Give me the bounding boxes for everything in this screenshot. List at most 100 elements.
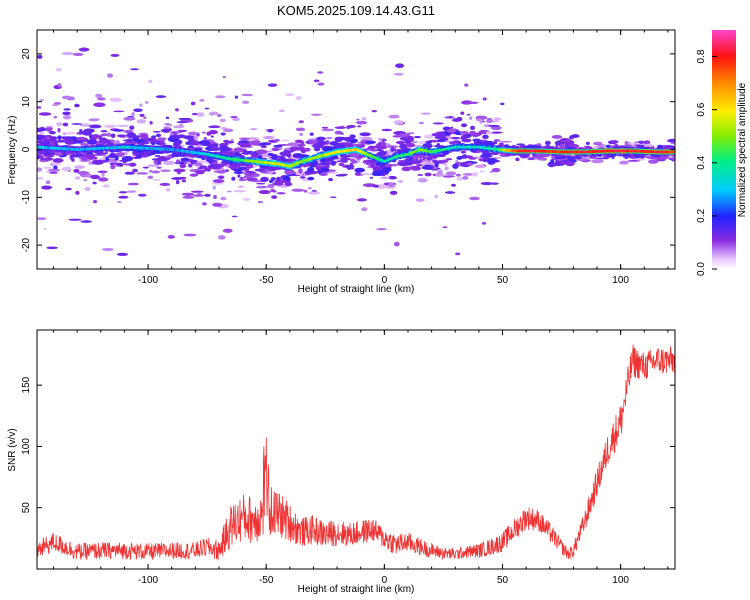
spectrogram-cell	[237, 174, 241, 178]
spectrogram-cell	[315, 164, 327, 167]
spectrogram-cell	[485, 119, 494, 123]
spectrogram-cell	[376, 228, 387, 231]
spectrogram-cell	[65, 187, 72, 191]
spectrogram-cell	[213, 170, 226, 173]
snr-y-label: SNR (v/v)	[7, 428, 18, 471]
spectrogram-y-tick-label: 20	[21, 48, 32, 60]
spectrogram-cell	[144, 101, 149, 104]
spectrogram-cell	[101, 172, 105, 177]
spectrogram-cell	[351, 160, 358, 164]
spectrogram-cell	[53, 101, 62, 105]
spectrogram-cell	[156, 142, 161, 145]
spectrogram-cell	[109, 152, 116, 157]
spectrogram-cell	[346, 124, 356, 128]
spectrogram-cell	[210, 164, 215, 168]
spectrogram-cell	[148, 79, 153, 84]
spectrogram-cell	[534, 153, 545, 159]
spectrogram-cell	[607, 140, 618, 145]
spectrogram-cell	[38, 112, 52, 116]
spectrogram-cell	[97, 97, 106, 101]
spectrogram-cell	[338, 162, 345, 166]
spectrogram-cell	[422, 143, 433, 149]
spectrogram-cell	[116, 134, 127, 138]
spectrogram-cell	[372, 184, 380, 188]
spectrogram-cell	[112, 129, 125, 132]
spectrogram-cell	[74, 103, 80, 108]
spectrogram-cell	[267, 152, 274, 156]
spectrogram-cell	[307, 176, 315, 181]
spectrogram-cell	[77, 170, 90, 176]
spectrogram-cell	[256, 182, 266, 185]
spectrogram-cell	[480, 154, 492, 159]
snr-x-tick-label: -50	[259, 575, 274, 586]
spectrogram-cell	[593, 141, 602, 144]
spectrogram-cell	[431, 159, 438, 163]
spectrogram-cell	[37, 150, 47, 155]
spectrogram-cell	[91, 159, 104, 165]
spectrogram-cell	[249, 128, 258, 130]
spectrogram-cell	[437, 138, 446, 143]
spectrogram-cell	[211, 182, 224, 185]
spectrogram-cell	[349, 134, 356, 139]
spectrogram-cell	[204, 107, 210, 110]
spectrogram-cell	[493, 117, 502, 121]
colorbar-tick-label: 0.6	[696, 102, 707, 116]
spectrogram-cell	[387, 175, 397, 180]
spectrogram-cell	[175, 108, 179, 112]
spectrogram-cell	[222, 75, 226, 79]
spectrogram-y-tick-label: 0	[21, 146, 32, 152]
spectrogram-cell	[274, 138, 280, 142]
spectrogram-cell	[639, 153, 645, 159]
spectrogram-cell	[334, 126, 346, 129]
spectrogram-cell	[118, 162, 124, 167]
spectrogram-cell	[95, 93, 103, 98]
spectrogram-cell	[72, 52, 84, 57]
spectrogram-cell	[123, 116, 136, 121]
spectrogram-cell	[440, 159, 449, 163]
spectrogram-cell	[76, 136, 86, 141]
spectrogram-cell	[116, 201, 122, 203]
spectrogram-cell	[199, 99, 205, 102]
spectrogram-cell	[397, 159, 407, 162]
spectrogram-cell	[250, 153, 256, 156]
spectrogram-cell	[569, 135, 575, 140]
spectrogram-cell	[307, 166, 315, 173]
spectrogram-cell	[450, 183, 457, 187]
spectrogram-cell	[486, 158, 498, 164]
spectrogram-cell	[213, 194, 217, 200]
spectrogram-cell	[456, 156, 463, 160]
spectrogram-cell	[212, 179, 225, 183]
spectrogram-cell	[151, 135, 157, 139]
spectrogram-cell	[116, 252, 129, 256]
spectrogram-cell	[328, 177, 334, 182]
spectrogram-cell	[195, 170, 205, 175]
spectrogram-cell	[515, 157, 520, 162]
spectrogram-cell	[97, 170, 108, 174]
spectrogram-cell	[208, 129, 218, 135]
spectrogram-cell	[155, 95, 167, 99]
spectrogram-cell	[340, 159, 348, 163]
spectrogram-cell	[51, 136, 56, 141]
spectrogram-cell	[372, 170, 382, 173]
spectrogram-cell	[267, 183, 275, 189]
spectrogram-cell	[381, 128, 393, 132]
spectrogram-cell	[466, 113, 471, 116]
spectrogram-cell	[80, 142, 89, 146]
spectrogram-cell	[133, 108, 143, 113]
spectrogram-cell	[52, 158, 64, 163]
spectrogram-cell	[489, 170, 494, 173]
spectrogram-cell	[278, 109, 285, 113]
spectrogram-cell	[196, 112, 205, 117]
spectrogram-cell	[231, 215, 238, 218]
spectrogram-cell	[456, 177, 464, 181]
spectrogram-cell	[180, 157, 190, 162]
spectrogram-cell	[114, 156, 119, 161]
spectrogram-cell	[175, 180, 180, 185]
snr-frame	[36, 329, 676, 570]
spectrogram-cell	[404, 142, 416, 148]
spectrogram-cell	[310, 113, 322, 116]
spectrogram-cell	[504, 144, 510, 149]
spectrogram-cell	[466, 162, 474, 166]
spectrogram-cell	[143, 116, 147, 119]
spectrogram-cell	[151, 170, 161, 174]
